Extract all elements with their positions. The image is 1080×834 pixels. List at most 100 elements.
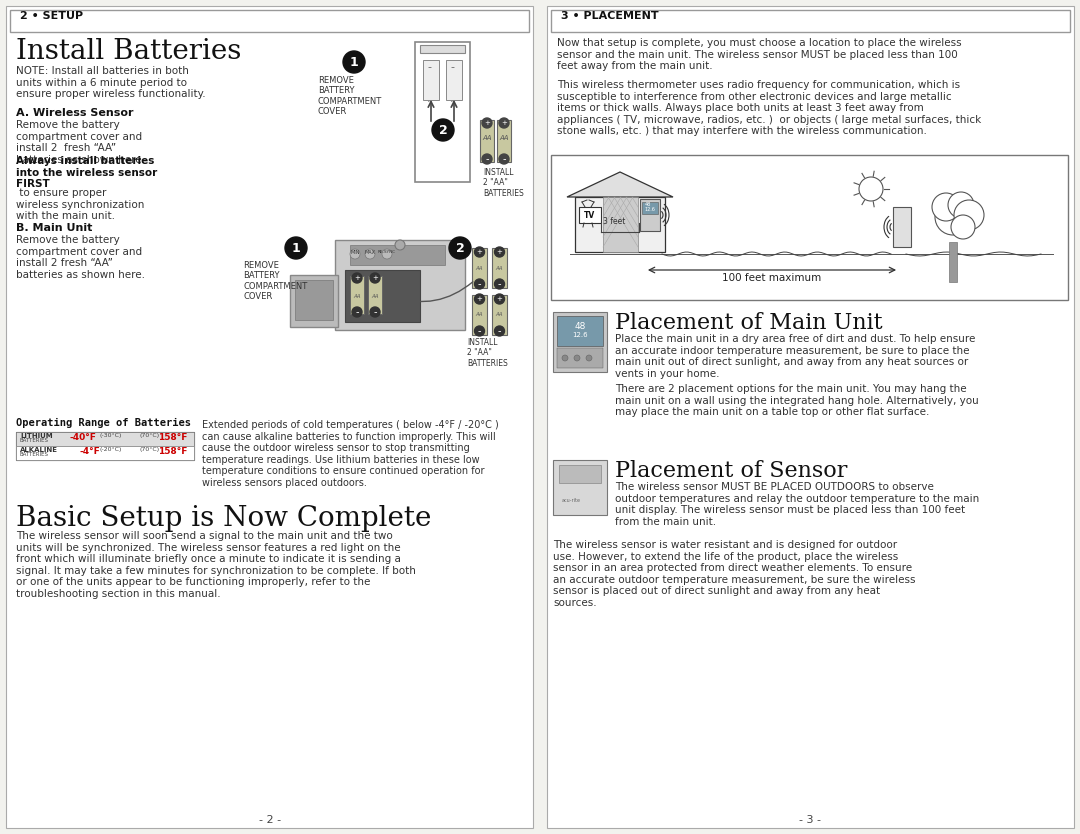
Polygon shape xyxy=(567,172,673,197)
Bar xyxy=(551,155,1068,300)
Text: ALKALINE: ALKALINE xyxy=(21,447,58,453)
Circle shape xyxy=(395,240,405,250)
Text: +: + xyxy=(497,249,502,255)
Text: 2: 2 xyxy=(438,123,447,137)
Circle shape xyxy=(495,279,504,289)
Circle shape xyxy=(948,192,974,218)
Text: acu-rite: acu-rite xyxy=(562,498,581,503)
Text: -: - xyxy=(502,154,505,164)
Circle shape xyxy=(352,273,362,283)
Text: Extended periods of cold temperatures ( below -4°F / -20°C )
can cause alkaline : Extended periods of cold temperatures ( … xyxy=(202,420,499,488)
Text: Place the main unit in a dry area free of dirt and dust. To help ensure
an accur: Place the main unit in a dry area free o… xyxy=(615,334,975,379)
Text: NOTE: Install all batteries in both
units within a 6 minute period to
ensure pro: NOTE: Install all batteries in both unit… xyxy=(16,66,205,99)
Circle shape xyxy=(586,355,592,361)
Bar xyxy=(603,197,638,252)
Circle shape xyxy=(495,326,504,336)
Bar xyxy=(446,60,462,100)
Text: Always install batteries
into the wireless sensor
FIRST: Always install batteries into the wirele… xyxy=(16,156,158,189)
Text: +: + xyxy=(476,296,483,302)
Text: 12.6: 12.6 xyxy=(572,332,588,338)
Circle shape xyxy=(474,247,485,257)
Bar xyxy=(16,432,194,446)
Circle shape xyxy=(474,326,485,336)
Bar xyxy=(10,10,529,32)
Circle shape xyxy=(495,247,504,257)
Text: LITHIUM: LITHIUM xyxy=(21,433,53,439)
Text: REMOVE
BATTERY
COMPARTMENT
COVER: REMOVE BATTERY COMPARTMENT COVER xyxy=(318,76,382,116)
Text: -40°F: -40°F xyxy=(70,433,97,442)
Text: -: - xyxy=(374,307,377,317)
Text: AA: AA xyxy=(483,135,491,141)
Bar xyxy=(423,60,438,100)
Text: .: . xyxy=(428,94,431,104)
Text: RE-SYNC: RE-SYNC xyxy=(378,250,396,254)
Text: There are 2 placement options for the main unit. You may hang the
main unit on a: There are 2 placement options for the ma… xyxy=(615,384,978,417)
Bar xyxy=(497,120,511,162)
Text: INSTALL
2 "AA"
BATTERIES: INSTALL 2 "AA" BATTERIES xyxy=(483,168,524,198)
Bar xyxy=(345,270,420,322)
Text: Now that setup is complete, you must choose a location to place the wireless
sen: Now that setup is complete, you must cho… xyxy=(557,38,961,71)
Text: -: - xyxy=(498,279,501,289)
Circle shape xyxy=(449,237,471,259)
Text: 3 • PLACEMENT: 3 • PLACEMENT xyxy=(561,11,659,21)
Text: This wireless thermometer uses radio frequency for communication, which is
susce: This wireless thermometer uses radio fre… xyxy=(557,80,982,137)
Text: Placement of Main Unit: Placement of Main Unit xyxy=(615,312,882,334)
Text: +: + xyxy=(484,120,490,126)
Text: - 3 -: - 3 - xyxy=(799,815,821,825)
Text: +: + xyxy=(354,275,360,281)
Text: MIN: MIN xyxy=(350,250,360,255)
Text: Install Batteries: Install Batteries xyxy=(16,38,241,65)
Circle shape xyxy=(432,119,454,141)
Circle shape xyxy=(370,273,380,283)
Circle shape xyxy=(499,118,509,128)
Bar xyxy=(949,242,957,282)
Bar xyxy=(350,245,445,265)
Text: 1: 1 xyxy=(292,242,300,254)
Text: The wireless sensor MUST BE PLACED OUTDOORS to observe
outdoor temperatures and : The wireless sensor MUST BE PLACED OUTDO… xyxy=(615,482,980,527)
Circle shape xyxy=(474,279,485,289)
Bar xyxy=(640,199,660,231)
Text: BATTERIES: BATTERIES xyxy=(21,438,49,443)
Text: Operating Range of Batteries: Operating Range of Batteries xyxy=(16,418,191,428)
Text: AA: AA xyxy=(476,313,483,318)
Text: -4°F: -4°F xyxy=(80,447,100,456)
Circle shape xyxy=(482,154,492,164)
Text: +: + xyxy=(373,275,378,281)
Bar xyxy=(557,316,603,346)
Text: .: . xyxy=(450,94,454,104)
Text: Remove the battery
compartment cover and
install 2 fresh “AA”
batteries as shown: Remove the battery compartment cover and… xyxy=(16,235,145,279)
Circle shape xyxy=(951,215,975,239)
Bar xyxy=(368,276,382,314)
Text: TV: TV xyxy=(584,210,596,219)
Text: BATTERIES: BATTERIES xyxy=(21,452,49,457)
Circle shape xyxy=(499,154,509,164)
Text: 48: 48 xyxy=(575,322,585,331)
Text: 1: 1 xyxy=(350,56,359,68)
Circle shape xyxy=(932,193,960,221)
Bar xyxy=(16,432,194,460)
Bar xyxy=(335,240,465,330)
Circle shape xyxy=(495,294,504,304)
Text: -: - xyxy=(355,307,359,317)
Text: MAX: MAX xyxy=(365,250,376,255)
Text: A. Wireless Sensor: A. Wireless Sensor xyxy=(16,108,134,118)
Text: -: - xyxy=(477,279,482,289)
Text: AA: AA xyxy=(496,313,503,318)
Bar xyxy=(472,248,487,288)
Text: Remove the battery
compartment cover and
install 2  fresh “AA”
batteries as show: Remove the battery compartment cover and… xyxy=(16,120,145,165)
Text: Basic Setup is Now Complete: Basic Setup is Now Complete xyxy=(16,505,431,532)
Bar xyxy=(350,276,364,314)
Bar xyxy=(480,120,494,162)
Bar xyxy=(16,432,194,446)
Bar xyxy=(559,465,600,483)
Circle shape xyxy=(954,200,984,230)
Text: AA: AA xyxy=(372,294,379,299)
Text: Placement of Sensor: Placement of Sensor xyxy=(615,460,848,482)
Text: REMOVE
BATTERY
COMPARTMENT
COVER: REMOVE BATTERY COMPARTMENT COVER xyxy=(243,261,307,301)
Bar xyxy=(295,280,333,320)
Text: (-20°C): (-20°C) xyxy=(100,447,122,452)
Text: -: - xyxy=(427,62,431,72)
Bar xyxy=(546,6,1074,828)
Bar xyxy=(16,446,194,460)
Circle shape xyxy=(935,199,971,235)
